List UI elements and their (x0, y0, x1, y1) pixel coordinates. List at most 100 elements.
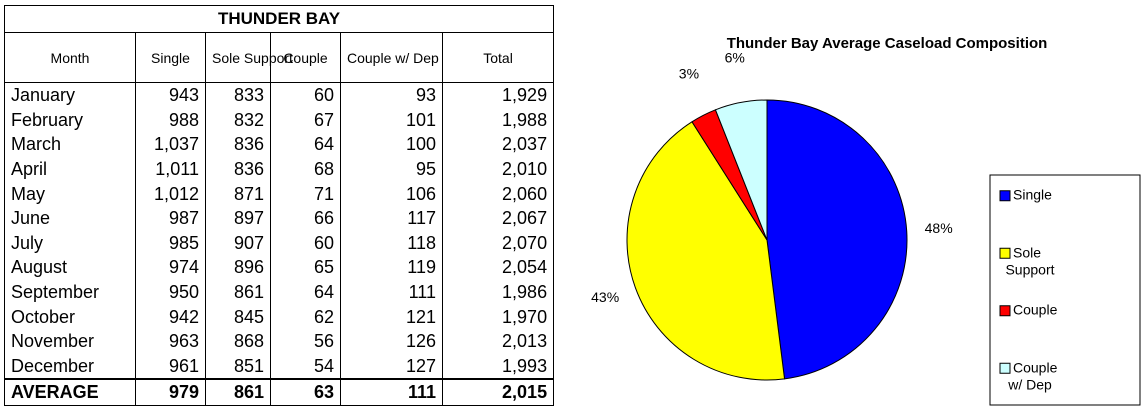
number-cell: 974 (135, 255, 206, 280)
column-header: Month (4, 32, 136, 83)
legend-label: Single (1013, 186, 1052, 202)
number-cell: 101 (340, 107, 443, 133)
number-cell: 2,054 (441, 255, 555, 280)
number-cell: 127 (340, 353, 443, 380)
number-cell: 2,070 (441, 230, 555, 256)
number-cell: 988 (135, 107, 206, 133)
number-cell: 950 (135, 279, 206, 305)
data-row: July 985 907 60 118 2,070 (4, 230, 555, 256)
data-row: May 1,012 871 71 106 2,060 (4, 181, 555, 206)
number-cell: 836 (205, 132, 271, 157)
number-cell: 896 (205, 255, 271, 280)
average-row: AVERAGE 979 861 63 111 2,015 (4, 378, 555, 406)
month-cell: August (4, 255, 136, 280)
number-cell: 121 (340, 304, 443, 329)
number-cell: 845 (205, 304, 271, 329)
month-cell: April (4, 156, 136, 182)
number-cell: 67 (270, 107, 341, 133)
data-label: 48% (925, 220, 953, 236)
number-cell: 66 (270, 205, 341, 231)
legend-label: Couple (1013, 301, 1058, 317)
data-row: August 974 896 65 119 2,054 (4, 255, 555, 280)
data-row: January 943 833 60 93 1,929 (4, 82, 555, 108)
number-cell: 833 (205, 82, 271, 108)
legend-label: Sole Support (1005, 244, 1054, 277)
number-cell: 71 (270, 181, 341, 206)
number-cell: 1,970 (441, 304, 555, 329)
number-cell: 963 (135, 328, 206, 354)
legend-label: Couple w/ Dep (1007, 359, 1057, 392)
data-row: October 942 845 62 121 1,970 (4, 304, 555, 329)
number-cell: 2,067 (441, 205, 555, 231)
data-label: 3% (679, 65, 699, 81)
number-cell: 62 (270, 304, 341, 329)
number-cell: 60 (270, 82, 341, 108)
number-cell: 64 (270, 132, 341, 157)
number-cell: 987 (135, 205, 206, 231)
data-row: February 988 832 67 101 1,988 (4, 107, 555, 133)
legend-swatch (999, 362, 1011, 374)
legend-box (989, 174, 1141, 406)
average-cell: 63 (270, 378, 341, 406)
data-label: 6% (725, 50, 745, 66)
number-cell: 54 (270, 353, 341, 380)
average-cell: 861 (205, 378, 271, 406)
pie-slice (766, 99, 908, 380)
column-header: Total (441, 32, 555, 83)
month-cell: September (4, 279, 136, 305)
number-cell: 95 (340, 156, 443, 182)
average-cell: 111 (340, 378, 443, 406)
data-row: November 963 868 56 126 2,013 (4, 328, 555, 354)
month-cell: June (4, 205, 136, 231)
number-cell: 1,986 (441, 279, 555, 305)
number-cell: 871 (205, 181, 271, 206)
column-header: Sole Support (205, 32, 293, 83)
number-cell: 897 (205, 205, 271, 231)
number-cell: 100 (340, 132, 443, 157)
number-cell: 2,013 (441, 328, 555, 354)
number-cell: 60 (270, 230, 341, 256)
month-cell: July (4, 230, 136, 256)
data-label: 43% (591, 289, 619, 305)
month-cell: January (4, 82, 136, 108)
number-cell: 68 (270, 156, 341, 182)
title-row: THUNDER BAY (3, 5, 555, 33)
number-cell: 2,037 (441, 132, 555, 157)
number-cell: 861 (205, 279, 271, 305)
number-cell: 1,929 (441, 82, 555, 108)
number-cell: 961 (135, 353, 206, 380)
average-cell: 2,015 (441, 378, 555, 406)
number-cell: 985 (135, 230, 206, 256)
data-row: April 1,011 836 68 95 2,010 (4, 156, 555, 182)
number-cell: 1,993 (441, 353, 555, 380)
number-cell: 65 (270, 255, 341, 280)
month-cell: March (4, 132, 136, 157)
average-cell: 979 (135, 378, 206, 406)
number-cell: 1,988 (441, 107, 555, 133)
pie-slice (626, 121, 786, 381)
number-cell: 1,037 (135, 132, 206, 157)
number-cell: 64 (270, 279, 341, 305)
data-row: June 987 897 66 117 2,067 (4, 205, 555, 231)
number-cell: 943 (135, 82, 206, 108)
month-cell: May (4, 181, 136, 206)
number-cell: 111 (340, 279, 443, 305)
month-cell: November (4, 328, 136, 354)
data-row: December 961 851 54 127 1,993 (4, 353, 555, 380)
header-row: Month Single Sole Support Couple Couple w/ D… (4, 32, 555, 83)
number-cell: 907 (205, 230, 271, 256)
number-cell: 2,010 (441, 156, 555, 182)
caseload-table: THUNDER BAY Month Single Sole Support Couple… (3, 5, 555, 406)
number-cell: 832 (205, 107, 271, 133)
legend-swatch (999, 305, 1011, 317)
legend-swatch (999, 247, 1011, 259)
number-cell: 106 (340, 181, 443, 206)
chart-title: Thunder Bay Average Caseload Composition (727, 35, 1048, 52)
number-cell: 118 (340, 230, 443, 256)
legend-swatch (999, 190, 1011, 202)
data-row: September 950 861 64 111 1,986 (4, 279, 555, 305)
pie-slice (714, 99, 768, 241)
data-row: March 1,037 836 64 100 2,037 (4, 132, 555, 157)
number-cell: 117 (340, 205, 443, 231)
